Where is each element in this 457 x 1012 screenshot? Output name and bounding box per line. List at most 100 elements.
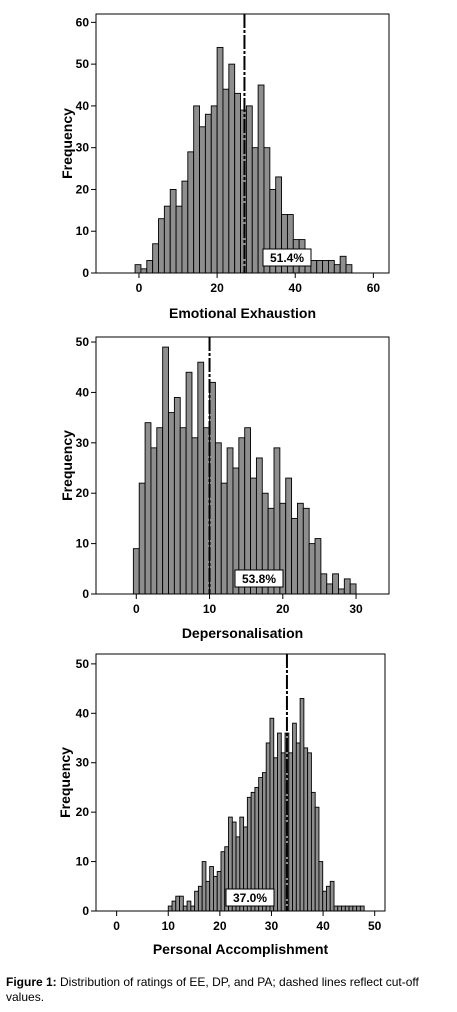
histogram-bar xyxy=(285,477,293,595)
histogram-bar xyxy=(179,895,184,912)
y-tick-label: 50 xyxy=(76,657,90,671)
histogram-bar xyxy=(299,698,305,912)
histogram-bar xyxy=(343,578,351,595)
histogram-bar xyxy=(134,264,142,274)
y-tick-label: 30 xyxy=(76,756,90,770)
histogram-bar xyxy=(338,588,345,595)
x-axis-title: Depersonalisation xyxy=(182,625,303,641)
histogram-bar xyxy=(257,84,265,274)
y-tick-label: 30 xyxy=(76,141,90,155)
histogram-emotional-exhaustion: 0 10 20 30 40 50 60 0 20 40 60 Emotional Exhaustion… xyxy=(59,13,390,321)
histogram-bar xyxy=(190,905,196,912)
x-tick-label: 10 xyxy=(162,919,176,933)
histogram-bar xyxy=(216,871,222,912)
histogram-bar xyxy=(152,243,159,274)
histogram-bar xyxy=(316,260,324,274)
histogram-bar xyxy=(296,502,304,595)
y-tick-label: 40 xyxy=(76,706,90,720)
percent-annotation: 51.4% xyxy=(270,251,304,265)
histogram-bar xyxy=(171,900,177,912)
histogram-bar xyxy=(181,180,189,274)
histogram-bar xyxy=(193,105,200,274)
histogram-bar xyxy=(295,742,301,912)
histogram-bar xyxy=(310,260,318,274)
x-axis-title: Personal Accomplishment xyxy=(153,941,329,957)
histogram-bar xyxy=(210,105,218,274)
histogram-bar xyxy=(150,447,158,595)
histogram-bar xyxy=(175,895,180,912)
histogram-bar xyxy=(132,548,140,595)
bars xyxy=(132,346,357,595)
x-tick-label: 50 xyxy=(368,919,382,933)
histogram-bar xyxy=(186,900,192,912)
y-tick-label: 30 xyxy=(76,436,90,450)
histogram-bar xyxy=(277,732,282,912)
histogram-bar xyxy=(187,151,195,274)
plot-frame xyxy=(95,653,386,912)
histogram-bar xyxy=(179,427,187,595)
histogram-bar xyxy=(194,890,199,912)
histogram-bar xyxy=(326,583,334,595)
y-tick-label: 50 xyxy=(76,57,90,71)
histogram-bar xyxy=(273,757,278,912)
x-tick-label: 0 xyxy=(113,919,120,933)
histogram-bar xyxy=(158,218,165,274)
y-tick-label: 40 xyxy=(76,99,90,113)
histogram-depersonalisation: 0 10 20 30 40 50 0 10 20 30 Depersonalisation Frequ… xyxy=(59,335,390,641)
y-tick-label: 50 xyxy=(76,335,90,349)
histogram-bar xyxy=(280,752,286,912)
histogram-bar xyxy=(322,890,327,912)
histogram-bar xyxy=(197,885,203,912)
histogram-bar xyxy=(214,442,222,595)
histogram-bar xyxy=(307,752,312,912)
x-tick-label: 30 xyxy=(265,919,279,933)
y-tick-label: 0 xyxy=(82,904,89,918)
y-tick-label: 10 xyxy=(76,855,90,869)
histogram-bar xyxy=(168,412,175,595)
histogram-bar xyxy=(359,905,365,912)
y-tick-label: 10 xyxy=(76,537,90,551)
histogram-bar xyxy=(302,507,310,595)
histogram-bar xyxy=(216,46,224,274)
percent-annotation-box xyxy=(262,248,312,267)
histogram-bar xyxy=(156,427,164,595)
x-tick-label: 40 xyxy=(316,919,330,933)
histogram-bar xyxy=(303,747,309,912)
histogram-bar xyxy=(169,188,177,274)
percent-annotation: 53.8% xyxy=(242,572,276,586)
y-tick-label: 20 xyxy=(76,486,90,500)
histogram-bar xyxy=(310,791,316,912)
percent-annotation-box xyxy=(234,569,284,588)
bars xyxy=(167,698,365,912)
histogram-bar xyxy=(228,63,236,274)
histogram-bar xyxy=(226,447,234,595)
histogram-bar xyxy=(144,422,152,595)
histogram-bar xyxy=(140,268,148,274)
x-tick-label: 60 xyxy=(367,281,381,295)
x-tick-label: 20 xyxy=(210,281,224,295)
y-tick-label: 60 xyxy=(76,15,90,29)
percent-annotation: 37.0% xyxy=(233,891,267,905)
y-axis-title: Frequency xyxy=(59,430,75,501)
histogram-bar xyxy=(345,264,353,274)
histogram-bar xyxy=(205,880,211,912)
histogram-bar xyxy=(337,905,342,912)
histogram-bar xyxy=(328,260,335,274)
histogram-bar xyxy=(344,905,350,912)
histogram-bar xyxy=(308,543,316,595)
histogram-bar xyxy=(201,861,207,912)
histogram-bar xyxy=(199,126,206,274)
histogram-bar xyxy=(352,905,358,912)
plot-frame xyxy=(95,336,390,595)
caption-label: Figure 1: xyxy=(6,975,57,989)
histogram-bar xyxy=(265,742,271,912)
histogram-bar xyxy=(167,905,173,912)
histogram-bar xyxy=(197,361,205,595)
histogram-personal-accomplishment: 0 10 20 30 40 50 0 10 20 30 40 50 Personal Accomplis… xyxy=(57,653,386,957)
histogram-bar xyxy=(292,722,297,912)
x-tick-label: 40 xyxy=(289,281,303,295)
histogram-bar xyxy=(191,437,199,595)
histogram-bar xyxy=(146,260,154,274)
histogram-bar xyxy=(320,573,328,595)
histogram-bar xyxy=(318,861,324,912)
